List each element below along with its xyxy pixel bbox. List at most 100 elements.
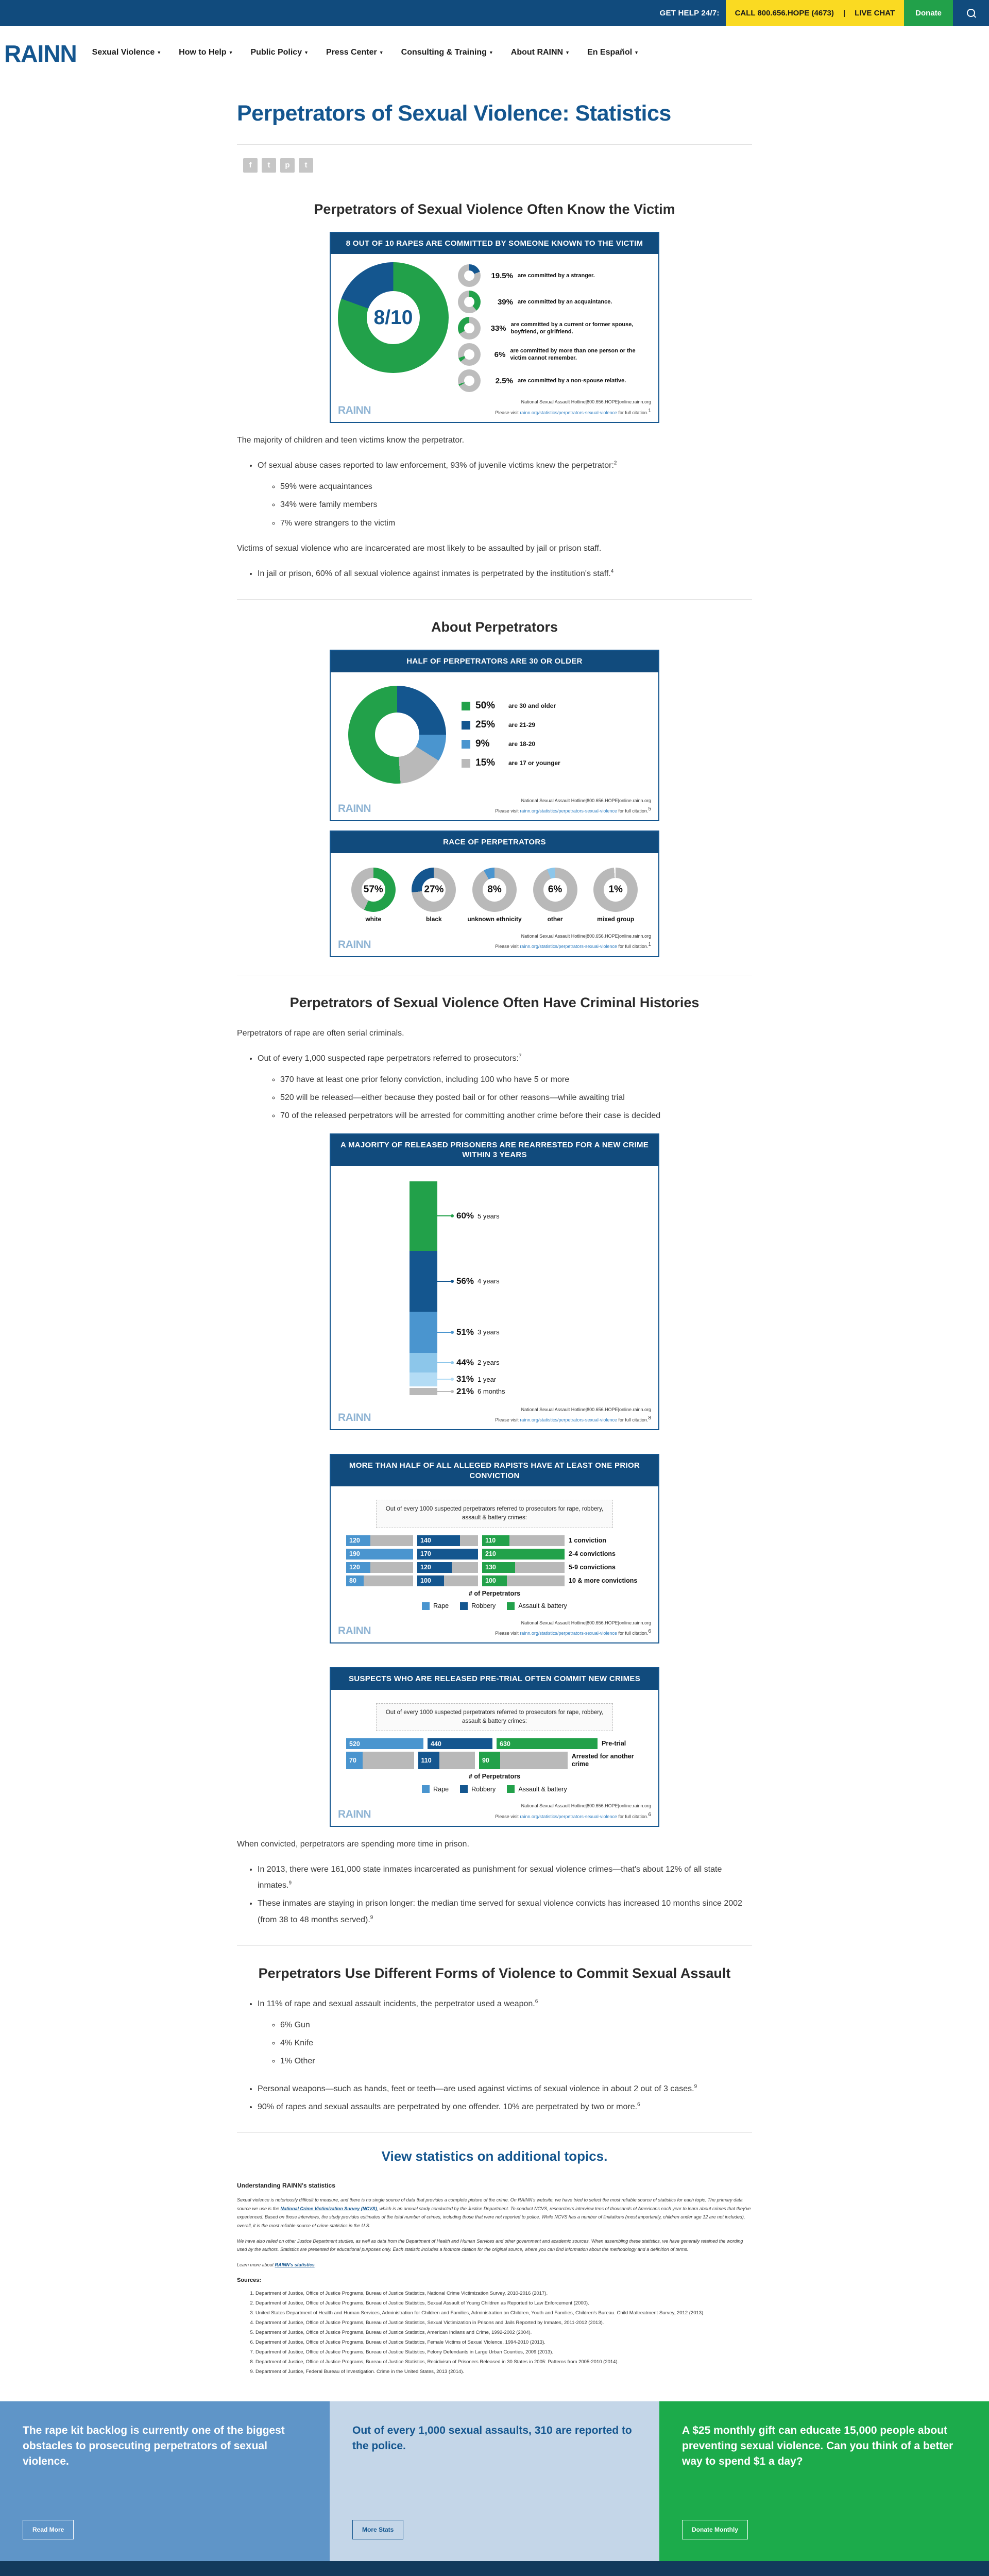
legend-swatch [422,1602,430,1610]
donut-chart-mixed: 1% [593,867,638,912]
list-item: 90% of rapes and sexual assaults are per… [258,2099,752,2115]
donut-value: 6% [543,877,567,902]
mini-donut-icon [458,291,481,314]
nav-item-how-to-help[interactable]: How to Help ▼ [179,48,233,57]
rainn-watermark: RAINN [338,803,371,815]
infographic-title: HALF OF PERPETRATORS ARE 30 OR OLDER [331,651,658,672]
mini-donut-icon [458,264,481,287]
list-item: 4% Knife [280,2035,752,2051]
rainn-watermark: RAINN [338,404,371,416]
donate-monthly-button[interactable]: Donate Monthly [682,2520,748,2540]
read-more-button[interactable]: Read More [23,2520,74,2540]
nav-item-press-center[interactable]: Press Center ▼ [326,48,384,57]
bar-label: 3 years [478,1328,500,1336]
list-item: 6% Gun [280,2017,752,2033]
bullet-sublist-prosecutors: 370 have at least one prior felony convi… [280,1072,752,1124]
bullet-sublist-weapons: 6% Gun 4% Knife 1% Other [280,2017,752,2070]
list-item: 59% were acquaintances [280,479,752,495]
donut-legend: 19.5% are committed by a stranger. 39% a… [458,262,651,393]
citation-link[interactable]: rainn.org/statistics/perpetrators-sexual… [520,808,617,814]
bar-value: 44% [456,1357,474,1367]
legend-percent: 33% [490,324,506,333]
chart-row: 120 120 130 5-9 convictions [346,1562,643,1573]
cta-cards: The rape kit backlog is currently one of… [0,2401,989,2562]
infographic-race-of-perpetrators: RACE OF PERPETRATORS 57% white 27% black… [330,831,659,957]
legend-swatch [462,758,470,768]
live-chat-link[interactable]: LIVE CHAT [855,8,895,18]
mini-donut-icon [458,317,481,340]
citation-link[interactable]: rainn.org/statistics/perpetrators-sexual… [520,1630,617,1636]
pinterest-icon[interactable]: p [280,158,295,173]
nav-item-consulting-training[interactable]: Consulting & Training ▼ [401,48,493,57]
more-stats-button[interactable]: More Stats [352,2520,404,2540]
legend-swatch [462,701,470,710]
citation-link[interactable]: rainn.org/statistics/perpetrators-sexual… [520,944,617,950]
cta-text: Out of every 1,000 sexual assaults, 310 … [352,2425,632,2452]
mini-donut-icon [458,343,481,366]
bar-assault-24conv: 210 [482,1548,565,1560]
legend-item: 15% are 17 or younger [462,757,560,769]
list-item: 7% were strangers to the victim [280,515,752,531]
race-label: unknown ethnicity [467,915,522,923]
legend-label: are 17 or younger [508,759,560,767]
facebook-icon[interactable]: f [243,158,258,173]
rainn-statistics-link[interactable]: RAINN's statistics [275,2262,315,2267]
infographic-footer: RAINN National Sexual Assault Hotline|80… [331,1617,658,1643]
bar-4-years [410,1250,437,1312]
race-label: other [547,915,563,923]
infographic-title: RACE OF PERPETRATORS [331,832,658,853]
list-item: 1% Other [280,2053,752,2069]
legend-item: 6% are committed by more than one person… [458,343,651,366]
section-heading-forms-of-violence: Perpetrators Use Different Forms of Viol… [258,1965,731,1981]
rainn-logo[interactable]: RAINN [4,40,77,67]
infographic-pretrial-release: SUSPECTS WHO ARE RELEASED PRE-TRIAL OFTE… [330,1667,659,1827]
hotline-text: National Sexual Assault Hotline|800.656.… [521,1620,651,1625]
chart-note: Out of every 1000 suspected perpetrators… [376,1703,613,1732]
chevron-down-icon: ▼ [488,49,493,55]
tumblr-icon[interactable]: t [299,158,313,173]
infographic-citation: National Sexual Assault Hotline|800.656.… [495,1406,651,1422]
bar-segment: 44% 2 years [410,1352,579,1372]
twitter-icon[interactable]: t [262,158,276,173]
legend-item: Robbery [460,1602,496,1610]
nav-item-about-rainn[interactable]: About RAINN ▼ [510,48,570,57]
bar-assault-rearrest: 90 [479,1752,501,1770]
list-item: Of sexual abuse cases reported to law en… [258,457,752,531]
grouped-bar-chart-pretrial: 520 440 630 Pre-trial 70 110 90 Arrested… [338,1738,651,1770]
legend-item: Robbery [460,1785,496,1793]
nav-item-en-espanol[interactable]: En Español ▼ [587,48,639,57]
main-navigation: RAINN Sexual Violence ▼ How to Help ▼ Publ… [0,26,989,80]
nav-item-sexual-violence[interactable]: Sexual Violence ▼ [92,48,162,57]
list-item: 370 have at least one prior felony convi… [280,1072,752,1088]
donut-value: 57% [361,877,385,902]
bar-value: 56% [456,1276,474,1286]
bar-rape-pretrial: 520 [346,1738,423,1750]
stacked-bar-chart: 60% 5 years 56% 4 years 51% 3 years [338,1174,651,1400]
infographic-footer: RAINN National Sexual Assault Hotline|80… [331,795,658,821]
view-statistics-link[interactable]: View statistics on additional topics. [381,2148,608,2164]
race-item: 57% white [345,867,402,923]
cta-text: The rape kit backlog is currently one of… [23,2425,285,2468]
citation-link[interactable]: rainn.org/statistics/perpetrators-sexual… [520,410,617,415]
race-item: 8% unknown ethnicity [466,867,523,923]
get-help-label: GET HELP 24/7: [659,8,720,18]
nav-item-public-policy[interactable]: Public Policy ▼ [250,48,309,57]
citation-link[interactable]: rainn.org/statistics/perpetrators-sexual… [520,1814,617,1819]
infographic-footer: RAINN National Sexual Assault Hotline|80… [331,1800,658,1826]
citation-link[interactable]: rainn.org/statistics/perpetrators-sexual… [520,1417,617,1422]
donut-value: 8% [482,877,506,902]
bar-rape-rearrest: 70 [346,1752,363,1770]
hotline-separator: | [843,8,846,18]
race-label: black [426,915,442,923]
bar-assault-59conv: 130 [482,1562,515,1573]
bar-label: 2 years [478,1359,500,1367]
infographic-title: A MAJORITY OF RELEASED PRISONERS ARE REA… [331,1134,658,1166]
search-button[interactable] [953,0,989,26]
donut-value: 27% [422,877,446,902]
bar-segment: 60% 5 years [410,1181,579,1251]
donate-button[interactable]: Donate [904,0,953,26]
legend-swatch [460,1785,468,1793]
ncvs-link[interactable]: National Crime Victimization Survey (NCV… [280,2206,377,2211]
call-hotline-link[interactable]: CALL 800.656.HOPE (4673) [735,8,834,18]
rainn-watermark: RAINN [338,1808,371,1820]
